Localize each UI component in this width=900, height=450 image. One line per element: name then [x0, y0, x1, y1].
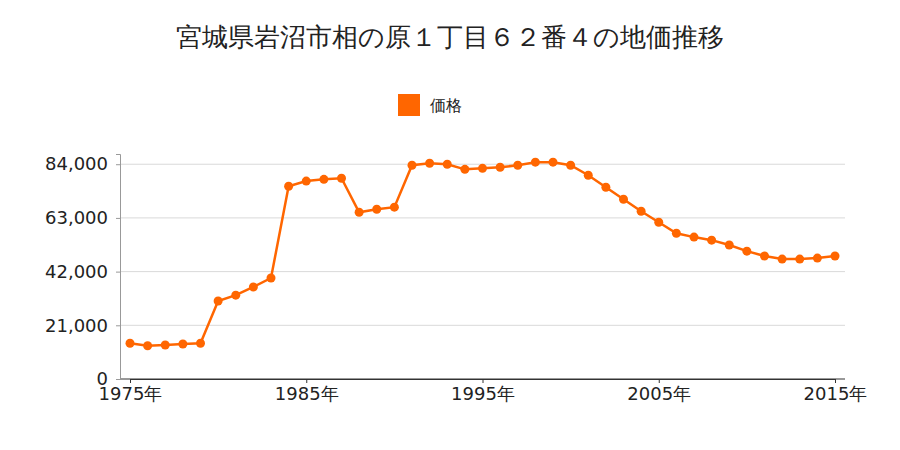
- point: [619, 195, 628, 204]
- y-tick-mark: [116, 325, 120, 326]
- chart: 宮城県岩沼市相の原１丁目６２番４の地価推移価格021,00042,00063,0…: [0, 0, 900, 450]
- point: [584, 171, 593, 180]
- x-tick: 1985年: [275, 379, 339, 404]
- point: [319, 175, 328, 184]
- x-tick: 1975年: [99, 379, 163, 404]
- x-tick-label: 2005年: [627, 383, 691, 404]
- line: [130, 162, 835, 346]
- point: [355, 208, 364, 217]
- y-tick-mark: [116, 272, 120, 273]
- point: [337, 174, 346, 183]
- point: [566, 161, 575, 170]
- point: [408, 161, 417, 170]
- point: [390, 203, 399, 212]
- y-tick: 42,000: [45, 261, 120, 282]
- point: [672, 229, 681, 238]
- x-tick: 2005年: [627, 379, 691, 404]
- point: [831, 252, 840, 261]
- point: [549, 158, 558, 167]
- point: [231, 291, 240, 300]
- x-tick-label: 1975年: [99, 383, 163, 404]
- legend-swatch: [398, 94, 420, 116]
- y-axis-line: [116, 155, 121, 380]
- point: [443, 160, 452, 169]
- grid-line: [120, 217, 845, 218]
- y-tick-mark: [116, 379, 120, 380]
- point: [178, 339, 187, 348]
- point: [690, 233, 699, 242]
- point: [161, 340, 170, 349]
- title: 宮城県岩沼市相の原１丁目６２番４の地価推移: [176, 22, 724, 52]
- point: [795, 255, 804, 264]
- y-tick-label: 63,000: [45, 207, 108, 228]
- point: [637, 207, 646, 216]
- y-tick-label: 84,000: [45, 153, 108, 174]
- y-tick: 21,000: [45, 315, 120, 336]
- x-axis: 1975年 1985年 1995年 2005年 2015年: [99, 379, 868, 404]
- legend-label: 価格: [430, 96, 462, 115]
- grid: [120, 164, 845, 379]
- y-tick-mark: [116, 164, 120, 165]
- point: [725, 241, 734, 250]
- point: [531, 158, 540, 167]
- point: [267, 274, 276, 283]
- point: [496, 163, 505, 172]
- point: [513, 161, 522, 170]
- y-tick-label: 42,000: [45, 261, 108, 282]
- grid-line: [120, 325, 845, 326]
- point: [214, 297, 223, 306]
- point: [249, 282, 258, 291]
- point: [196, 339, 205, 348]
- point: [813, 254, 822, 263]
- point: [742, 247, 751, 256]
- x-tick-label: 2015年: [804, 383, 868, 404]
- y-tick-mark: [116, 218, 120, 219]
- point: [126, 339, 135, 348]
- legend: 価格: [398, 94, 462, 116]
- x-tick-label: 1995年: [451, 383, 515, 404]
- y-axis: 021,00042,00063,00084,000: [45, 153, 120, 389]
- grid-line: [120, 271, 845, 272]
- point: [460, 165, 469, 174]
- point: [143, 341, 152, 350]
- point: [601, 183, 610, 192]
- point: [654, 218, 663, 227]
- point: [302, 177, 311, 186]
- y-tick: 63,000: [45, 207, 120, 228]
- y-tick-label: 21,000: [45, 315, 108, 336]
- y-tick: 84,000: [45, 153, 120, 174]
- point: [760, 252, 769, 261]
- point: [425, 159, 434, 168]
- plot-area: [126, 158, 840, 351]
- x-tick: 2015年: [804, 379, 868, 404]
- x-tick: 1995年: [451, 379, 515, 404]
- point: [707, 236, 716, 245]
- point: [372, 205, 381, 214]
- point: [478, 164, 487, 173]
- point: [778, 255, 787, 264]
- point: [284, 182, 293, 191]
- x-tick-label: 1985年: [275, 383, 339, 404]
